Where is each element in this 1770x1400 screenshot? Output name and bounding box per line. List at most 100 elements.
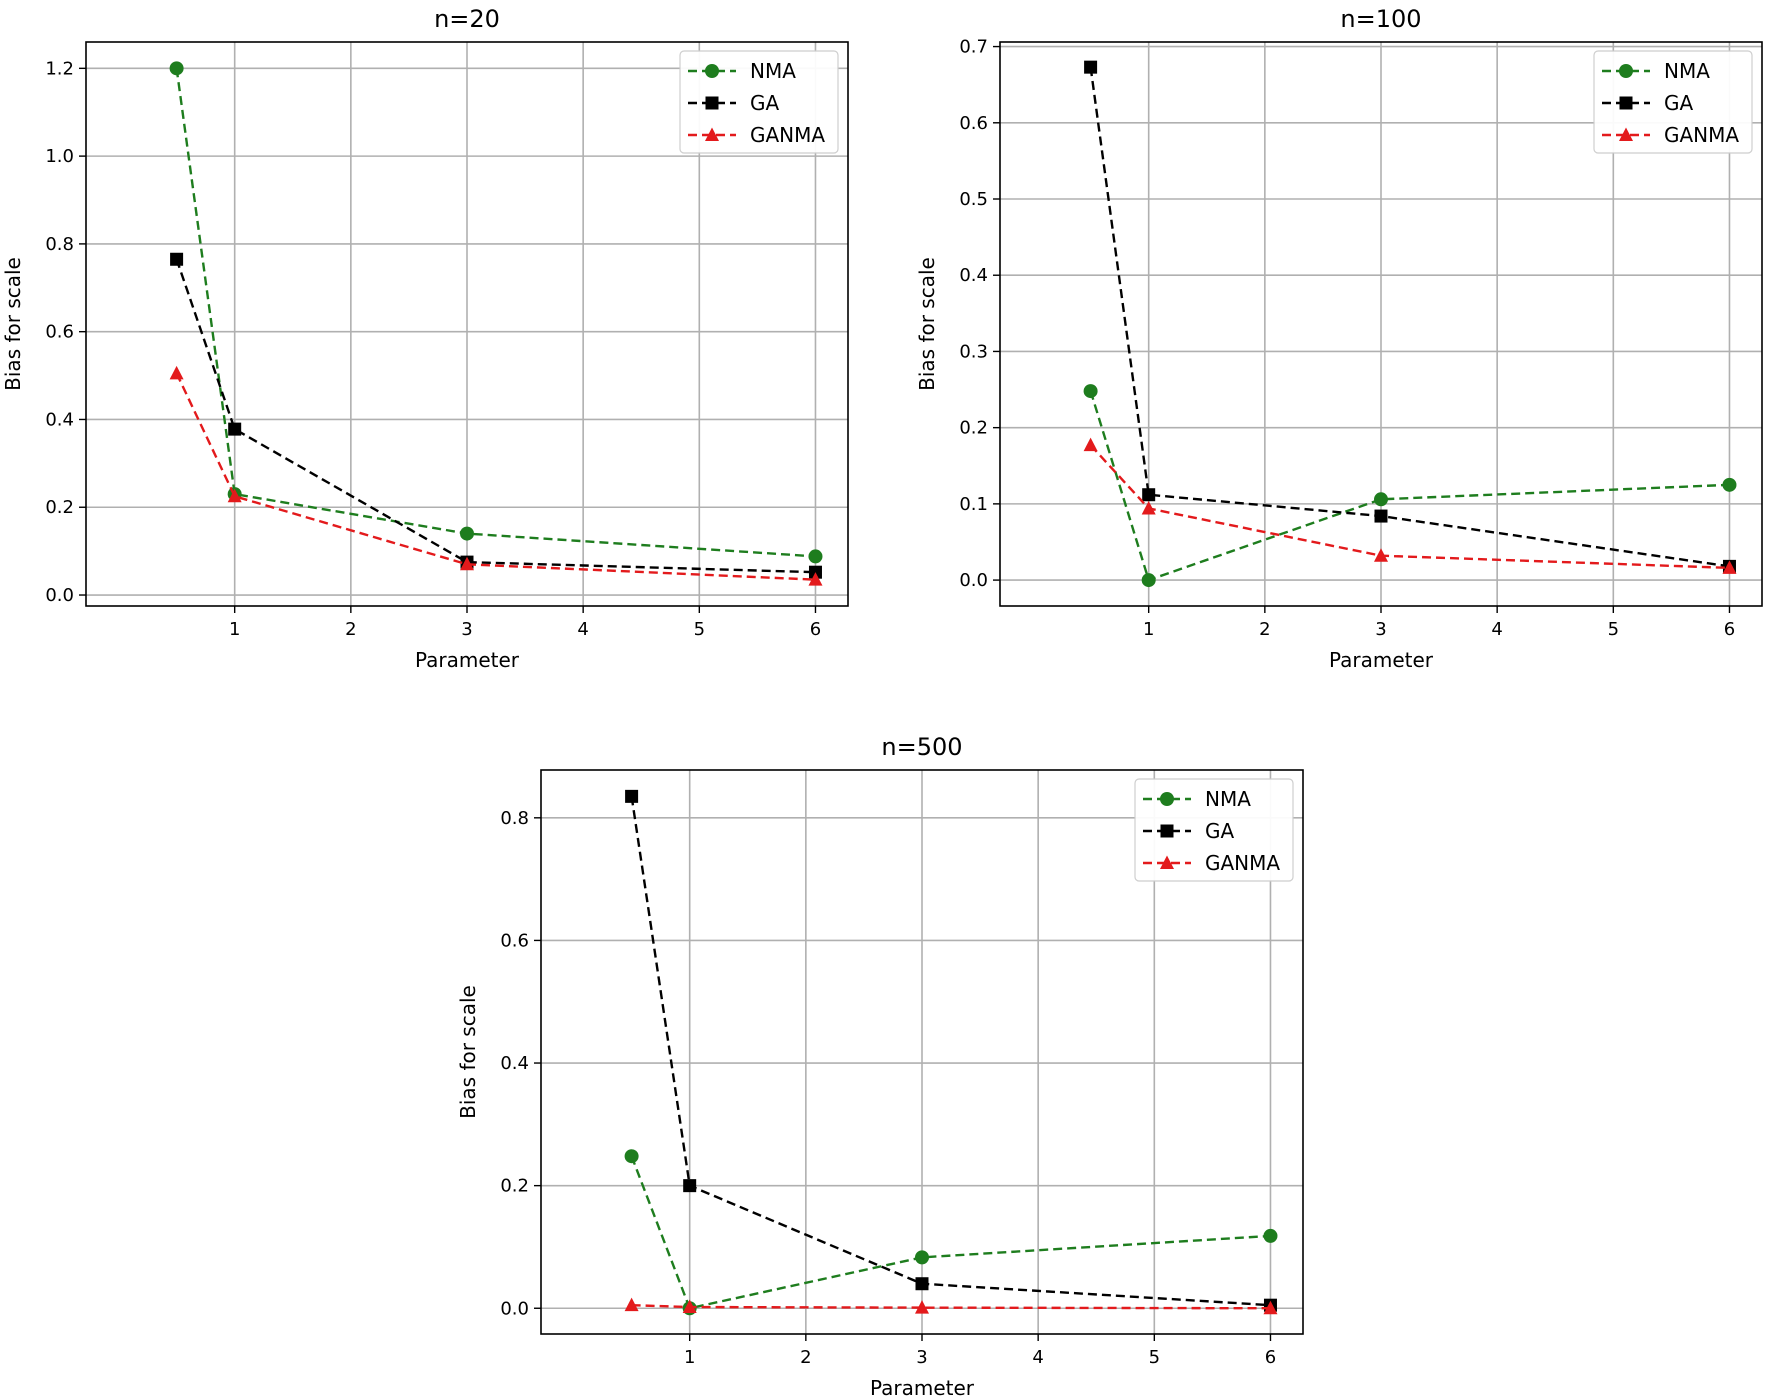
chart-1: 1 2 3 4 5 6 0.0 0.2 0.4 0.6 0.8 1.0 1.2 n=20 Parameter…: [1, 5, 849, 672]
legend-box: [679, 50, 839, 154]
legend: NMA GA GANMA: [679, 50, 839, 154]
data-point: [227, 488, 242, 503]
legend-marker: [1160, 824, 1174, 838]
data-point: [625, 789, 639, 803]
data-point: [1263, 1300, 1278, 1315]
data-point: [1142, 488, 1156, 502]
y-tick-label: 0.7: [959, 37, 988, 58]
x-tick-label: 2: [800, 1347, 811, 1368]
series-ganma: [624, 1297, 1278, 1315]
legend: NMA GA GANMA: [1593, 50, 1753, 154]
legend-label: GANMA: [1664, 123, 1739, 147]
series-ganma: [169, 365, 823, 586]
x-tick-label: 4: [1491, 619, 1502, 640]
plot-frame: [999, 41, 1763, 607]
legend-label: GA: [1664, 91, 1693, 115]
x-tick-label: 6: [1265, 1347, 1276, 1368]
y-tick-label: 0.2: [45, 497, 74, 518]
data-point: [915, 1250, 929, 1265]
series-line: [630, 1155, 1271, 1310]
y-tick-label: 0.6: [959, 113, 988, 134]
chart-title: n=500: [881, 733, 962, 761]
x-axis-label: Parameter: [415, 648, 520, 672]
legend-marker: [1619, 64, 1633, 78]
series-line: [631, 1303, 1271, 1310]
chart-2: 1 2 3 4 5 6 0.0 0.1 0.2 0.3 0.4 0.5 0.6 0.7 n=100 Param…: [915, 5, 1763, 672]
x-tick-label: 4: [577, 619, 588, 640]
x-axis-label: Parameter: [1329, 648, 1434, 672]
legend-label: NMA: [1664, 59, 1710, 83]
series-ganma: [1083, 437, 1737, 574]
plot-frame: [85, 41, 849, 607]
chart-title: n=20: [434, 5, 500, 33]
y-tick-label: 0.4: [500, 1053, 529, 1074]
y-tick-label: 0.4: [45, 409, 74, 430]
data-point: [1374, 492, 1388, 507]
y-tick-label: 0.3: [959, 341, 988, 362]
series-ga: [170, 252, 822, 579]
series-line: [630, 796, 1271, 1307]
data-point: [460, 556, 474, 571]
x-tick-label: 5: [694, 619, 705, 640]
y-tick-label: 0.2: [500, 1176, 529, 1197]
data-point: [1083, 384, 1098, 399]
y-tick-label: 0.2: [959, 418, 988, 439]
data-point: [169, 61, 184, 76]
data-point: [682, 1299, 697, 1314]
legend-marker: [1619, 127, 1633, 141]
y-tick-label: 0.0: [959, 570, 988, 591]
legend-marker: [1160, 792, 1174, 806]
legend-marker: [705, 96, 719, 110]
series-line: [1089, 66, 1730, 568]
data-point: [170, 252, 184, 266]
legend-box: [1593, 50, 1753, 154]
x-tick-label: 2: [345, 619, 356, 640]
x-tick-label: 2: [1259, 619, 1270, 640]
x-tick-label: 3: [461, 619, 472, 640]
y-axis-label: Bias for scale: [1, 257, 25, 391]
y-tick-label: 0.0: [45, 585, 74, 606]
x-tick-label: 1: [684, 1347, 695, 1368]
legend-label: GA: [750, 91, 779, 115]
x-axis-label: Parameter: [870, 1376, 975, 1400]
data-point: [808, 549, 823, 564]
data-point: [228, 422, 242, 436]
legend-marker: [705, 127, 719, 141]
y-tick-label: 0.1: [959, 494, 988, 515]
legend-box: [1134, 778, 1294, 882]
legend-marker: [1160, 855, 1174, 869]
y-tick-label: 1.0: [45, 146, 74, 167]
data-point: [915, 1277, 929, 1291]
legend-label: GANMA: [1205, 851, 1280, 875]
data-point: [683, 1179, 697, 1193]
data-point: [460, 526, 474, 541]
x-tick-label: 5: [1608, 619, 1619, 640]
y-axis-label: Bias for scale: [915, 257, 939, 391]
data-point: [1083, 437, 1098, 452]
legend-marker: [1619, 96, 1633, 110]
series-line: [1089, 444, 1730, 570]
data-point: [1722, 477, 1737, 492]
y-tick-label: 0.0: [500, 1298, 529, 1319]
data-point: [1141, 500, 1156, 515]
x-tick-label: 5: [1149, 1347, 1160, 1368]
y-tick-label: 1.2: [45, 58, 74, 79]
x-tick-label: 1: [1143, 619, 1154, 640]
series-line: [175, 258, 816, 574]
x-tick-label: 6: [810, 619, 821, 640]
y-tick-label: 0.8: [45, 234, 74, 255]
data-point: [169, 365, 184, 380]
series-line: [175, 68, 816, 558]
legend-marker: [705, 64, 719, 78]
data-point: [915, 1300, 929, 1314]
data-point: [624, 1149, 639, 1164]
plot-frame: [540, 769, 1304, 1335]
y-tick-label: 0.4: [959, 265, 988, 286]
x-tick-label: 3: [1375, 619, 1386, 640]
y-axis-label: Bias for scale: [456, 985, 480, 1119]
series-nma: [624, 1149, 1278, 1316]
data-point: [1374, 509, 1388, 523]
data-point: [1263, 1228, 1278, 1243]
x-tick-label: 1: [229, 619, 240, 640]
